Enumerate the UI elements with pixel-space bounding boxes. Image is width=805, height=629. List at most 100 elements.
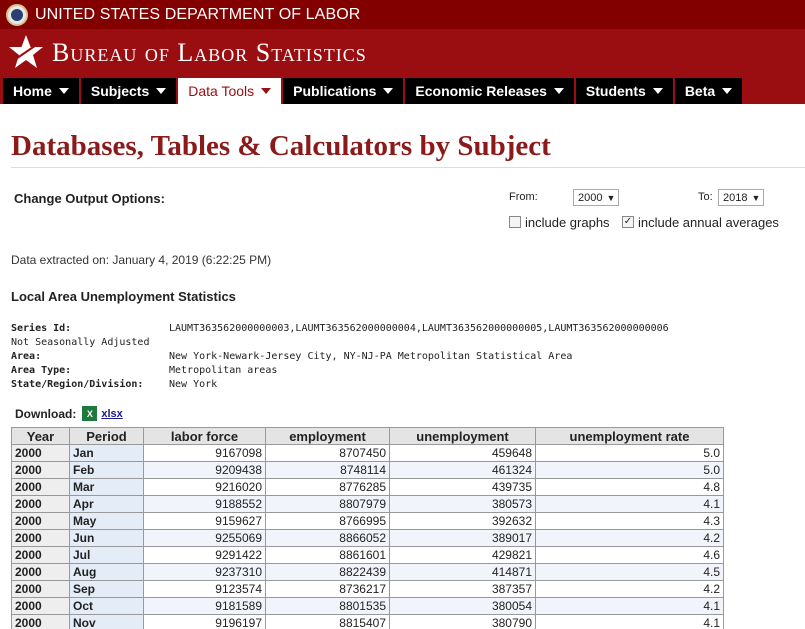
chevron-down-icon [58,88,69,94]
data-extracted-date: Data extracted on: January 4, 2019 (6:22… [11,253,272,267]
labor-force-cell: 9123574 [143,580,266,598]
excel-icon[interactable]: X [82,406,98,421]
nav-students[interactable]: Students [575,78,673,104]
chevron-down-icon [722,88,733,94]
seasonal-adjustment: Not Seasonally Adjusted [11,337,150,348]
employment-cell: 8866052 [265,529,390,547]
table-row: 2000 Nov 9196197 8815407 380790 4.1 [11,614,724,629]
employment-cell: 8807979 [265,495,390,513]
chevron-down-icon [261,88,272,94]
period-cell: Sep [69,580,144,598]
employment-cell: 8707450 [265,444,390,462]
dol-seal-icon[interactable] [6,3,28,26]
unemployment-rate-cell: 4.8 [535,478,724,496]
unemployment-cell: 380573 [389,495,536,513]
series-id-value: LAUMT363562000000003,LAUMT36356200000000… [169,323,669,334]
unemployment-cell: 414871 [389,563,536,581]
unemployment-cell: 389017 [389,529,536,547]
year-cell: 2000 [11,495,70,513]
table-row: 2000 Sep 9123574 8736217 387357 4.2 [11,580,724,598]
labor-force-cell: 9181589 [143,597,266,615]
table-row: 2000 Jul 9291422 8861601 429821 4.6 [11,546,724,564]
unemployment-rate-cell: 4.2 [535,580,724,598]
labor-force-cell: 9159627 [143,512,266,530]
col-labor-force: labor force [143,427,266,445]
period-cell: Jul [69,546,144,564]
from-year-value: 2000 [578,191,603,204]
table-row: 2000 Mar 9216020 8776285 439735 4.8 [11,478,724,496]
to-label: To: [698,191,713,203]
area-type-key: Area Type: [11,365,72,376]
include-annual-averages-checkbox[interactable]: ✓ [622,216,634,228]
department-name[interactable]: UNITED STATES DEPARTMENT OF LABOR [35,5,361,23]
year-cell: 2000 [11,512,70,530]
labor-force-cell: 9188552 [143,495,266,513]
bls-title[interactable]: Bureau of Labor Statistics [52,38,367,67]
include-graphs-checkbox[interactable] [509,216,521,228]
area-key: Area: [11,351,42,362]
nav-subjects-label: Subjects [90,83,150,99]
nav-data-tools[interactable]: Data Tools [178,78,282,104]
period-cell: Apr [69,495,144,513]
unemployment-cell: 387357 [389,580,536,598]
output-options-label: Change Output Options: [14,191,165,206]
col-employment: employment [265,427,390,445]
col-unemployment: unemployment [389,427,536,445]
main-nav: Home Subjects Data Tools Publications Ec… [0,77,805,104]
period-cell: Mar [69,478,144,496]
to-year-value: 2018 [723,191,748,204]
unemployment-cell: 429821 [389,546,536,564]
table-row: 2000 Apr 9188552 8807979 380573 4.1 [11,495,724,513]
nav-publications[interactable]: Publications [283,78,404,104]
unemployment-rate-cell: 5.0 [535,444,724,462]
bls-star-logo-icon[interactable] [6,33,46,73]
from-year-select[interactable]: 2000 ▼ [573,189,619,206]
nav-economic-releases[interactable]: Economic Releases [405,78,574,104]
from-label: From: [509,191,538,203]
table-row: 2000 Feb 9209438 8748114 461324 5.0 [11,461,724,479]
labor-force-cell: 9167098 [143,444,266,462]
table-row: 2000 Jan 9167098 8707450 459648 5.0 [11,444,724,462]
year-cell: 2000 [11,444,70,462]
labor-force-cell: 9291422 [143,546,266,564]
chevron-down-icon: ▼ [751,192,761,203]
include-graphs-label: include graphs [525,215,610,230]
labor-force-cell: 9196197 [143,614,266,629]
nav-publications-label: Publications [293,83,377,99]
period-cell: Nov [69,614,144,629]
employment-cell: 8776285 [265,478,390,496]
period-cell: Jun [69,529,144,547]
nav-economic-releases-label: Economic Releases [415,83,547,99]
labor-force-cell: 9237310 [143,563,266,581]
period-cell: Aug [69,563,144,581]
bls-banner: Bureau of Labor Statistics [0,29,805,77]
nav-beta[interactable]: Beta [674,78,743,104]
series-metadata: Series Id: LAUMT363562000000003,LAUMT3635… [11,322,805,392]
year-cell: 2000 [11,563,70,581]
include-annual-averages-label: include annual averages [638,215,779,230]
unemployment-cell: 380790 [389,614,536,629]
employment-cell: 8822439 [265,563,390,581]
nav-subjects[interactable]: Subjects [80,78,177,104]
labor-force-cell: 9209438 [143,461,266,479]
unemployment-rate-cell: 5.0 [535,461,724,479]
year-cell: 2000 [11,614,70,629]
unemployment-rate-cell: 4.6 [535,546,724,564]
series-id-key: Series Id: [11,323,72,334]
unemployment-cell: 439735 [389,478,536,496]
xlsx-download-link[interactable]: xlsx [101,407,123,420]
year-cell: 2000 [11,580,70,598]
chevron-down-icon [553,88,564,94]
year-cell: 2000 [11,529,70,547]
period-cell: Oct [69,597,144,615]
chevron-down-icon: ▼ [606,192,616,203]
chevron-down-icon [383,88,394,94]
to-year-select[interactable]: 2018 ▼ [718,189,764,206]
state-value: New York [169,379,218,390]
unemployment-cell: 380054 [389,597,536,615]
table-row: 2000 Jun 9255069 8866052 389017 4.2 [11,529,724,547]
employment-cell: 8861601 [265,546,390,564]
survey-title: Local Area Unemployment Statistics [11,289,236,304]
nav-home[interactable]: Home [3,78,79,104]
unemployment-cell: 461324 [389,461,536,479]
